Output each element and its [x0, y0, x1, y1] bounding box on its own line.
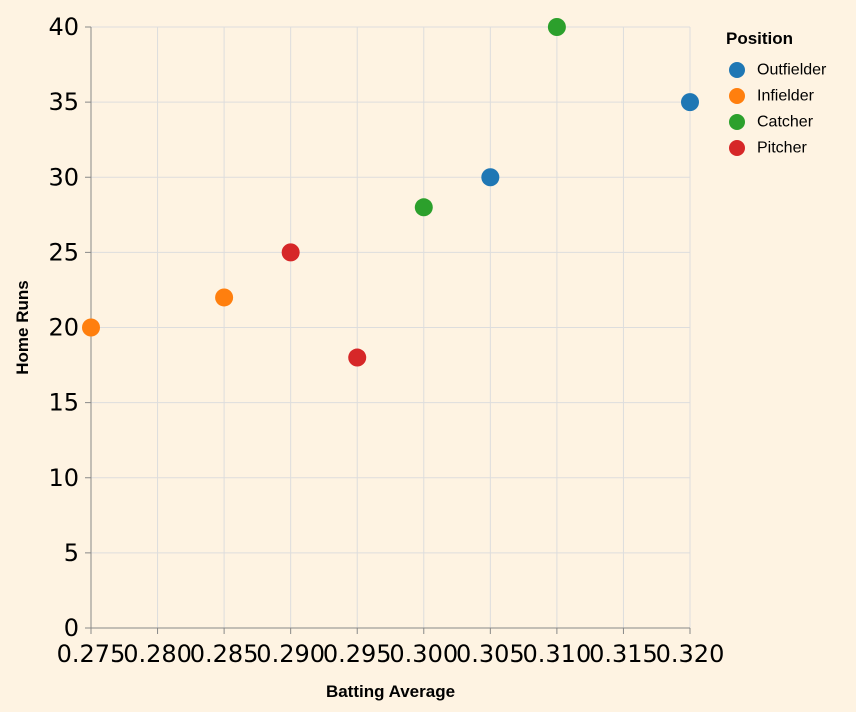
- legend-items: Outfielder Infielder Catcher Pitcher: [729, 62, 827, 157]
- x-tick-label: 0.275: [57, 640, 126, 668]
- y-tick-label: 5: [64, 539, 79, 567]
- data-points: [82, 18, 699, 367]
- y-tick-label: 25: [48, 238, 79, 266]
- x-tick-label: 0.280: [123, 640, 192, 668]
- x-tick-label: 0.295: [323, 640, 392, 668]
- x-axis-title: Batting Average: [326, 682, 455, 701]
- y-tick-label: 40: [48, 13, 79, 41]
- y-tick-label: 10: [48, 464, 79, 492]
- legend-swatch: [729, 88, 745, 104]
- y-axis-ticks: 0 5 10 15 20 25 30 35 40: [48, 13, 91, 642]
- x-tick-label: 0.305: [456, 640, 525, 668]
- legend-label: Pitcher: [757, 140, 807, 157]
- data-point: [481, 168, 500, 187]
- legend-swatch: [729, 140, 745, 156]
- x-tick-label: 0.290: [256, 640, 325, 668]
- data-point: [547, 18, 566, 36]
- y-tick-label: 20: [48, 314, 79, 342]
- legend-title: Position: [726, 29, 793, 48]
- x-tick-label: 0.315: [589, 640, 658, 668]
- data-point: [215, 288, 234, 307]
- legend: Position Outfielder Infielder Catcher Pitch…: [726, 29, 827, 157]
- x-tick-label: 0.285: [190, 640, 259, 668]
- legend-swatch: [729, 114, 745, 130]
- legend-label: Outfielder: [757, 62, 827, 79]
- x-tick-label: 0.320: [656, 640, 725, 668]
- y-tick-label: 0: [64, 614, 79, 642]
- data-point: [681, 93, 699, 112]
- legend-label: Catcher: [757, 114, 814, 131]
- data-point: [348, 348, 367, 367]
- y-axis-title: Home Runs: [13, 280, 32, 374]
- data-point: [82, 318, 100, 337]
- data-point: [414, 198, 433, 217]
- legend-swatch: [729, 62, 745, 78]
- x-tick-label: 0.310: [523, 640, 592, 668]
- data-point: [281, 243, 300, 262]
- y-tick-label: 30: [48, 163, 79, 191]
- x-tick-label: 0.300: [389, 640, 458, 668]
- y-tick-label: 15: [48, 389, 79, 417]
- y-tick-label: 35: [48, 88, 79, 116]
- x-axis-ticks: 0.2750.2800.2850.2900.2950.3000.3050.310…: [57, 628, 725, 668]
- legend-label: Infielder: [757, 88, 815, 105]
- grid-lines: [90, 26, 691, 629]
